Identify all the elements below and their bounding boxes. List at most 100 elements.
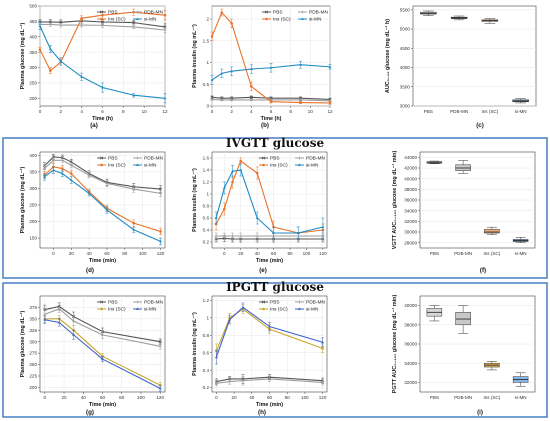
data-point: [249, 67, 253, 71]
x-tick-label: PDB-MN: [450, 109, 468, 114]
x-tick-label: 60: [267, 395, 273, 400]
x-axis-label: Time (min): [89, 258, 116, 264]
data-point: [101, 86, 104, 89]
legend-marker: [261, 300, 266, 304]
legend-marker: [265, 17, 268, 21]
y-tick-label: 42000: [404, 166, 417, 171]
y-tick-label: 450: [29, 19, 37, 24]
legend-label: PDB-MN: [144, 10, 163, 16]
x-tick-label: 120: [319, 251, 327, 256]
data-point: [80, 75, 84, 78]
y-tick-label: 32000: [404, 380, 417, 385]
legend-marker: [100, 307, 103, 311]
x-tick-label: 60: [271, 251, 277, 256]
data-point: [80, 17, 83, 20]
data-point: [239, 234, 243, 238]
legend-marker: [264, 10, 269, 14]
y-tick-label: 38000: [404, 187, 417, 192]
data-point: [269, 66, 273, 69]
legend: PBS PDB-MN Ins (SC) si-MN: [97, 300, 163, 313]
box-body: [455, 312, 471, 326]
x-tick-label: 20: [232, 395, 238, 400]
series-line: [44, 166, 161, 232]
chart-a: 200 250 300 350 400 450 500 Plasma glucose (mg …: [20, 4, 168, 122]
panel-label-i: (i): [477, 409, 483, 416]
data-point: [210, 97, 214, 101]
y-tick-label: 375: [29, 305, 37, 310]
y-tick-label: 200: [29, 96, 37, 101]
data-point: [105, 208, 109, 211]
data-point: [132, 25, 136, 29]
data-point: [239, 168, 243, 171]
y-tick-label: 0.2: [203, 385, 210, 390]
x-tick-label: 0: [215, 395, 218, 400]
series-si-mn: [43, 315, 162, 392]
y-tick-label: 32000: [404, 219, 417, 224]
legend-label: si-MN: [306, 307, 319, 313]
y-tick-label: 0.5: [203, 82, 210, 87]
box-pbs: [420, 10, 437, 16]
data-point: [158, 386, 162, 390]
data-point: [72, 319, 76, 323]
legend-marker: [262, 307, 265, 311]
x-tick-label: si-MN: [515, 251, 527, 256]
y-tick-label: 28000: [404, 240, 417, 245]
data-point: [222, 234, 226, 238]
x-tick-label: 8: [122, 109, 125, 114]
y-axis-label: Plasma glucose (mg dL⁻¹): [20, 166, 26, 233]
data-point: [268, 377, 271, 381]
legend-label: PBS: [108, 156, 118, 162]
box-pdb-mn: [450, 15, 468, 21]
data-point: [38, 24, 42, 27]
legend-label: PBS: [108, 300, 118, 306]
y-axis-label: Plasma glucose (mg dL⁻¹): [20, 22, 26, 89]
legend-label: si-MN: [309, 17, 322, 23]
y-tick-label: 5000: [400, 27, 411, 32]
data-point: [255, 216, 259, 219]
x-tick-label: PDB-MN: [454, 251, 472, 256]
x-tick-label: PBS: [430, 395, 439, 400]
y-tick-label: 4000: [400, 65, 411, 70]
data-point: [255, 171, 259, 175]
y-tick-label: 34000: [404, 361, 417, 366]
y-tick-label: 4500: [400, 46, 411, 51]
y-tick-label: 1: [206, 60, 209, 65]
x-tick-label: 120: [157, 251, 165, 256]
legend-label: Ins (SC): [270, 307, 288, 313]
y-tick-label: 250: [29, 362, 37, 367]
panel-label-a: (a): [90, 122, 98, 129]
series-line: [216, 237, 323, 240]
data-point: [268, 325, 271, 328]
legend-label: PDB-MN: [306, 156, 325, 162]
data-point: [38, 20, 42, 24]
y-tick-label: 275: [29, 351, 37, 356]
x-tick-label: 0: [211, 109, 214, 114]
data-point: [214, 216, 218, 219]
data-point: [220, 98, 224, 102]
data-point: [228, 318, 232, 321]
data-point: [231, 169, 234, 173]
ipgtt-frame: [2, 282, 548, 418]
box-pdb-mn: [455, 305, 471, 334]
y-tick-label: 0.2: [203, 240, 210, 245]
data-point: [100, 20, 105, 24]
data-point: [43, 175, 46, 178]
legend-marker: [100, 17, 103, 21]
x-tick-label: 6: [101, 109, 104, 114]
legend-marker: [262, 163, 265, 167]
y-tick-label: 0.6: [203, 350, 210, 355]
y-tick-label: 150: [29, 236, 37, 241]
series-line: [44, 156, 161, 190]
data-point: [269, 100, 273, 103]
y-tick-label: 0.8: [203, 333, 210, 338]
x-tick-label: 80: [119, 395, 125, 400]
data-point: [321, 347, 324, 350]
x-tick-label: 4: [250, 109, 253, 114]
x-tick-label: 100: [301, 395, 309, 400]
data-point: [49, 47, 52, 51]
y-tick-label: 400: [29, 34, 37, 39]
data-point: [163, 96, 167, 100]
data-point: [57, 307, 61, 311]
